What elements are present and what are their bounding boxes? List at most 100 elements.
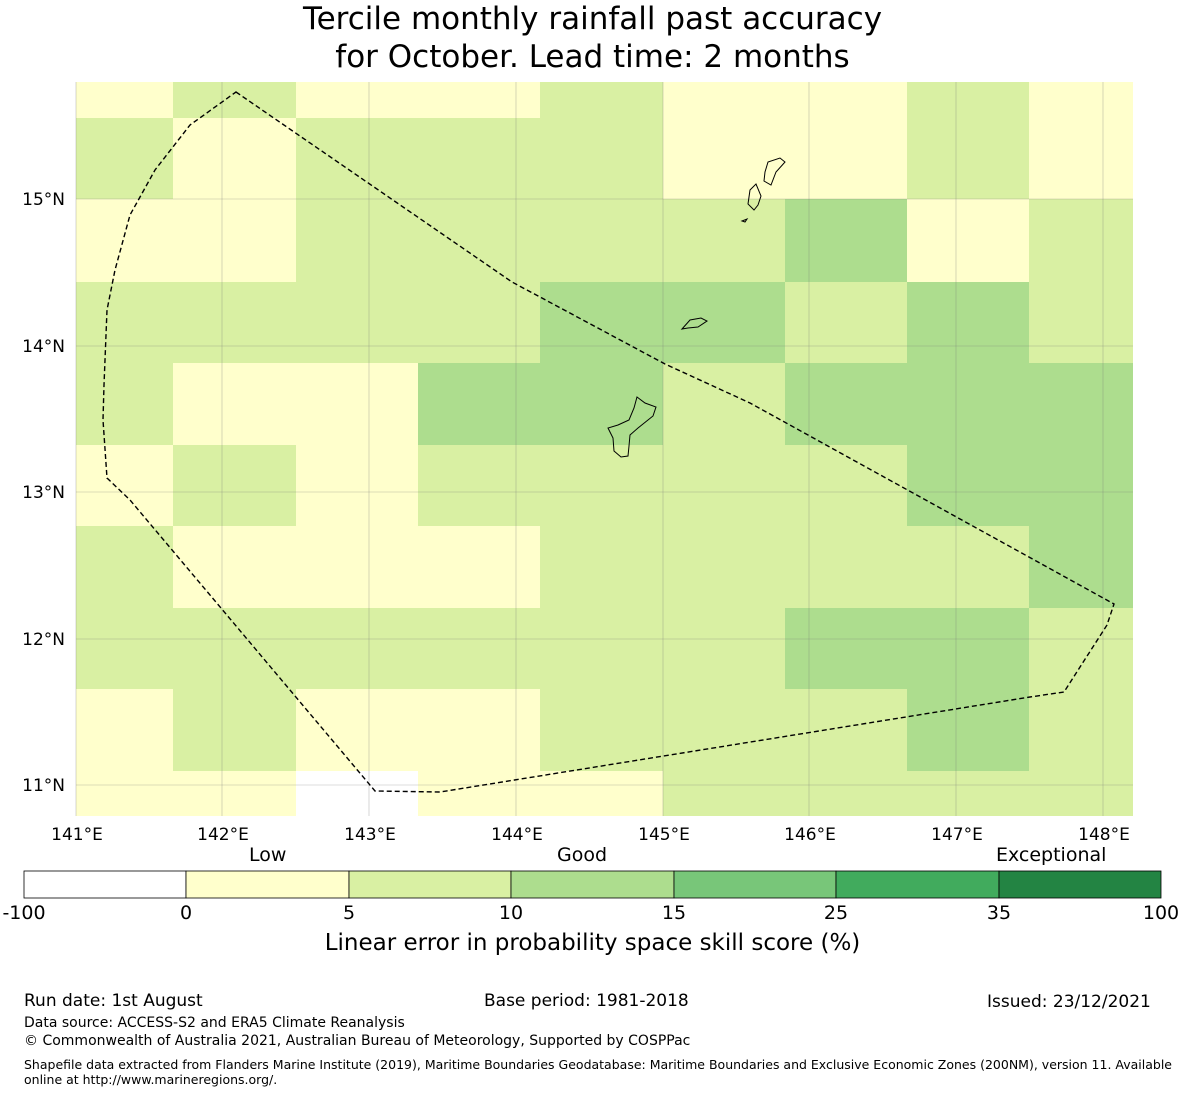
- grid-cell: [907, 82, 1029, 118]
- guam-island: [607, 396, 657, 458]
- aguijan-island: [740, 217, 749, 223]
- grid-cell: [785, 118, 907, 199]
- longitude-label: 143°E: [344, 825, 396, 845]
- copyright: © Commonwealth of Australia 2021, Austra…: [24, 1033, 691, 1049]
- issued-date: Issued: 23/12/2021: [987, 992, 1151, 1012]
- colorbar-segment: [835, 870, 1000, 899]
- longitude-label: 148°E: [1078, 825, 1130, 845]
- grid-cell: [540, 118, 663, 199]
- grid-cell: [173, 771, 296, 816]
- grid-cell: [907, 608, 1029, 689]
- grid-cell: [540, 445, 663, 526]
- grid-cell: [418, 608, 540, 689]
- latitude-label: 14°N: [22, 337, 65, 357]
- grid-cell: [173, 608, 296, 689]
- grid-cell: [1029, 771, 1133, 816]
- grid-cell: [418, 82, 540, 118]
- grid-cell: [785, 608, 907, 689]
- grid-cell: [418, 771, 540, 816]
- title-line-2: for October. Lead time: 2 months: [335, 39, 850, 75]
- grid-cell: [418, 689, 540, 771]
- grid-cell: [1029, 82, 1133, 118]
- saipan-island: [763, 157, 786, 186]
- colorbar-segment: [673, 870, 837, 899]
- colorbar-tick-label: 25: [823, 902, 849, 924]
- grid-cell: [173, 82, 296, 118]
- grid-cell: [418, 199, 540, 282]
- grid-cell: [1029, 282, 1133, 363]
- colorbar-tick-label: 35: [986, 902, 1012, 924]
- grid-cell: [540, 771, 663, 816]
- colorbar-segment: [510, 870, 675, 899]
- grid-cell: [296, 282, 418, 363]
- skill-score-map: 141°E 142°E 143°E 144°E 145°E 146°E 147°E 148°E…: [22, 82, 1133, 845]
- map-title: Tercile monthly rainfall past accuracy f…: [0, 0, 1185, 76]
- grid-cell: [173, 689, 296, 771]
- colorbar-label-good: Good: [557, 844, 608, 866]
- map-gridlines: [75, 82, 1133, 816]
- grid-cell: [785, 363, 907, 445]
- tinian-island: [747, 183, 762, 211]
- colorbar-tick-label: 10: [498, 902, 524, 924]
- colorbar-label-low: Low: [249, 844, 287, 866]
- latitude-labels: 15°N 14°N 13°N 12°N 11°N: [22, 190, 65, 796]
- latitude-label: 12°N: [22, 630, 65, 650]
- grid-cell: [785, 282, 907, 363]
- grid-cell: [785, 82, 907, 118]
- grid-cell: [76, 118, 173, 199]
- grid-cell: [663, 526, 785, 608]
- run-date: Run date: 1st August: [24, 991, 203, 1011]
- colorbar-tick-label: 0: [179, 902, 193, 924]
- latitude-label: 15°N: [22, 190, 65, 210]
- colorbar-tick-label: 5: [342, 902, 356, 924]
- colorbar-tick-label: 15: [661, 902, 687, 924]
- grid-cell: [540, 526, 663, 608]
- colorbar-segment: [348, 870, 512, 899]
- grid-cell: [663, 608, 785, 689]
- data-source: Data source: ACCESS-S2 and ERA5 Climate …: [24, 1015, 405, 1031]
- colorbar-segment: [23, 870, 187, 899]
- longitude-labels: 141°E 142°E 143°E 144°E 145°E 146°E 147°E 148°E: [51, 825, 1130, 845]
- grid-cell: [785, 199, 907, 282]
- grid-cell: [1029, 608, 1133, 689]
- colorbar-segments: [23, 870, 1162, 899]
- colorbar-segment: [185, 870, 350, 899]
- colorbar-segment: [998, 870, 1162, 899]
- longitude-label: 145°E: [638, 825, 690, 845]
- grid-cell: [76, 526, 173, 608]
- grid-cell: [1029, 689, 1133, 771]
- grid-cell: [296, 363, 418, 445]
- grid-cell: [540, 363, 663, 445]
- grid-cell: [76, 82, 173, 118]
- grid-cell: [907, 689, 1029, 771]
- grid-cell: [173, 445, 296, 526]
- grid-cell: [76, 363, 173, 445]
- longitude-label: 147°E: [931, 825, 983, 845]
- base-period: Base period: 1981-2018: [484, 991, 689, 1011]
- grid-cell: [296, 689, 418, 771]
- rota-island: [680, 317, 708, 330]
- longitude-label: 144°E: [491, 825, 543, 845]
- grid-cell: [663, 282, 785, 363]
- colorbar-tick-label: 100: [1142, 902, 1180, 924]
- island-outlines: [607, 157, 786, 458]
- grid-cell: [173, 526, 296, 608]
- grid-cell: [785, 771, 907, 816]
- grid-cell: [76, 689, 173, 771]
- grid-cell: [76, 771, 173, 816]
- grid-cell: [76, 445, 173, 526]
- grid-cell: [540, 199, 663, 282]
- grid-cell: [907, 771, 1029, 816]
- title-line-1: Tercile monthly rainfall past accuracy: [302, 1, 883, 37]
- grid-cell: [1029, 118, 1133, 199]
- latitude-label: 13°N: [22, 483, 65, 503]
- grid-cell: [76, 608, 173, 689]
- grid-cell: [663, 199, 785, 282]
- grid-cell: [1029, 199, 1133, 282]
- longitude-label: 142°E: [197, 825, 249, 845]
- grid-cell: [663, 445, 785, 526]
- grid-cell: [418, 445, 540, 526]
- grid-cell: [785, 445, 907, 526]
- grid-cell: [663, 689, 785, 771]
- grid-cell: [540, 282, 663, 363]
